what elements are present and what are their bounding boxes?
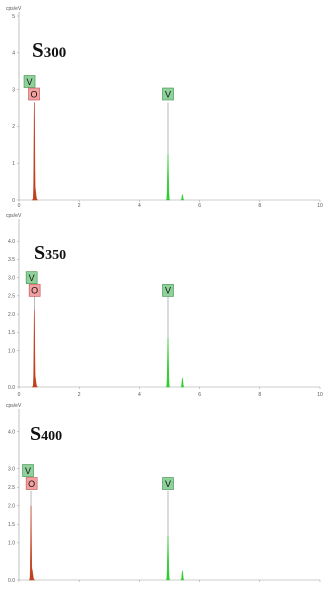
spectrum-peak [165,153,170,201]
spectrum-peak [32,310,37,388]
spectrum-peak [32,102,37,201]
element-label-box [25,477,38,490]
y-tick-label: 4.0 [8,429,15,435]
element-label-box [23,75,36,88]
x-tick-label: 0 [18,392,21,398]
chart-title: S350 [34,242,66,264]
element-label-text: O [31,89,38,99]
y-tick-label: 2.5 [8,485,15,491]
y-tick-label: 3.0 [8,275,15,281]
y-tick-label: 1.5 [8,330,15,336]
y-tick-label: 2.0 [8,504,15,510]
spectrum-peak [180,570,185,581]
y-tick-label: 3 [12,87,15,93]
chart-title-number: 300 [44,45,67,61]
x-tick-label: 6 [198,203,201,207]
element-label-text: V [165,89,171,99]
y-tick-label: 1 [12,161,15,167]
element-label-text: V [25,466,31,476]
element-label-text: O [28,479,35,489]
x-tick-label: 2 [78,392,81,398]
y-tick-label: 3.5 [8,257,15,263]
chart-title: S400 [30,423,62,445]
element-label-box [28,87,40,101]
spectrum-peak [180,377,185,388]
element-label-text: V [165,286,171,296]
chart-title-letter: S [34,242,45,264]
y-tick-label: 2 [12,124,15,130]
y-axis-unit-label: cps/eV [6,213,22,219]
y-tick-label: 0.0 [8,385,15,391]
spectrum-peak [31,186,39,201]
spectrum-peak [165,535,170,581]
y-tick-label: 0 [12,198,15,204]
y-tick-label: 3.0 [8,466,15,472]
chart-title-letter: S [32,38,44,62]
x-tick-label: 8 [258,392,261,398]
chart-title-letter: S [30,423,41,445]
panel-s350: cps/eV 0.0 1.0 1.5 2.0 2.5 3.0 3.5 4.0 0 2 4 6 8 10 V O V… [0,207,325,399]
x-tick-label: 10 [317,203,323,207]
y-axis-unit-label: cps/eV [6,403,22,409]
x-tick-label: 0 [18,203,21,207]
element-label-text: O [31,286,38,296]
x-tick-label: 6 [198,392,201,398]
chart-title-number: 350 [45,248,66,263]
x-tick-label: 8 [258,203,261,207]
y-axis-unit-label: cps/eV [6,6,22,12]
spectrum-peak [165,337,170,388]
element-label-box [162,284,174,297]
spectrum-peak [180,194,185,201]
y-tick-label: 4 [12,51,15,57]
y-tick-label: 4.0 [8,239,15,245]
spectrum-peak [28,568,36,581]
element-label-box [22,464,34,477]
y-tick-label: 2.0 [8,312,15,318]
y-tick-label: 5 [12,14,15,20]
y-tick-label: 1.5 [8,522,15,528]
x-tick-label: 4 [138,392,141,398]
x-tick-label: 2 [78,203,81,207]
panel-s300: cps/eV 0 1 2 3 4 5 0 2 4 6 8 10 V O V S300 [0,0,325,209]
x-tick-label: 10 [317,392,323,398]
y-tick-label: 1.0 [8,541,15,547]
spectrum-peak [31,375,39,388]
panel-s400: cps/eV 0.0 1.0 1.5 2.0 2.5 3.0 4.0 V O V S400 [0,399,325,586]
element-label-box [162,477,174,490]
x-tick-label: 4 [138,203,141,207]
element-label-box [25,271,38,284]
chart-title: S300 [32,38,66,62]
element-label-box [162,87,174,101]
element-label-box [28,284,41,297]
chart-title-number: 400 [41,429,62,444]
element-label-text: V [165,479,171,489]
element-label-text: V [27,77,33,87]
y-tick-label: 2.5 [8,294,15,300]
y-tick-label: 1.0 [8,348,15,354]
y-tick-label: 0.0 [8,578,15,584]
element-label-text: V [29,273,35,283]
